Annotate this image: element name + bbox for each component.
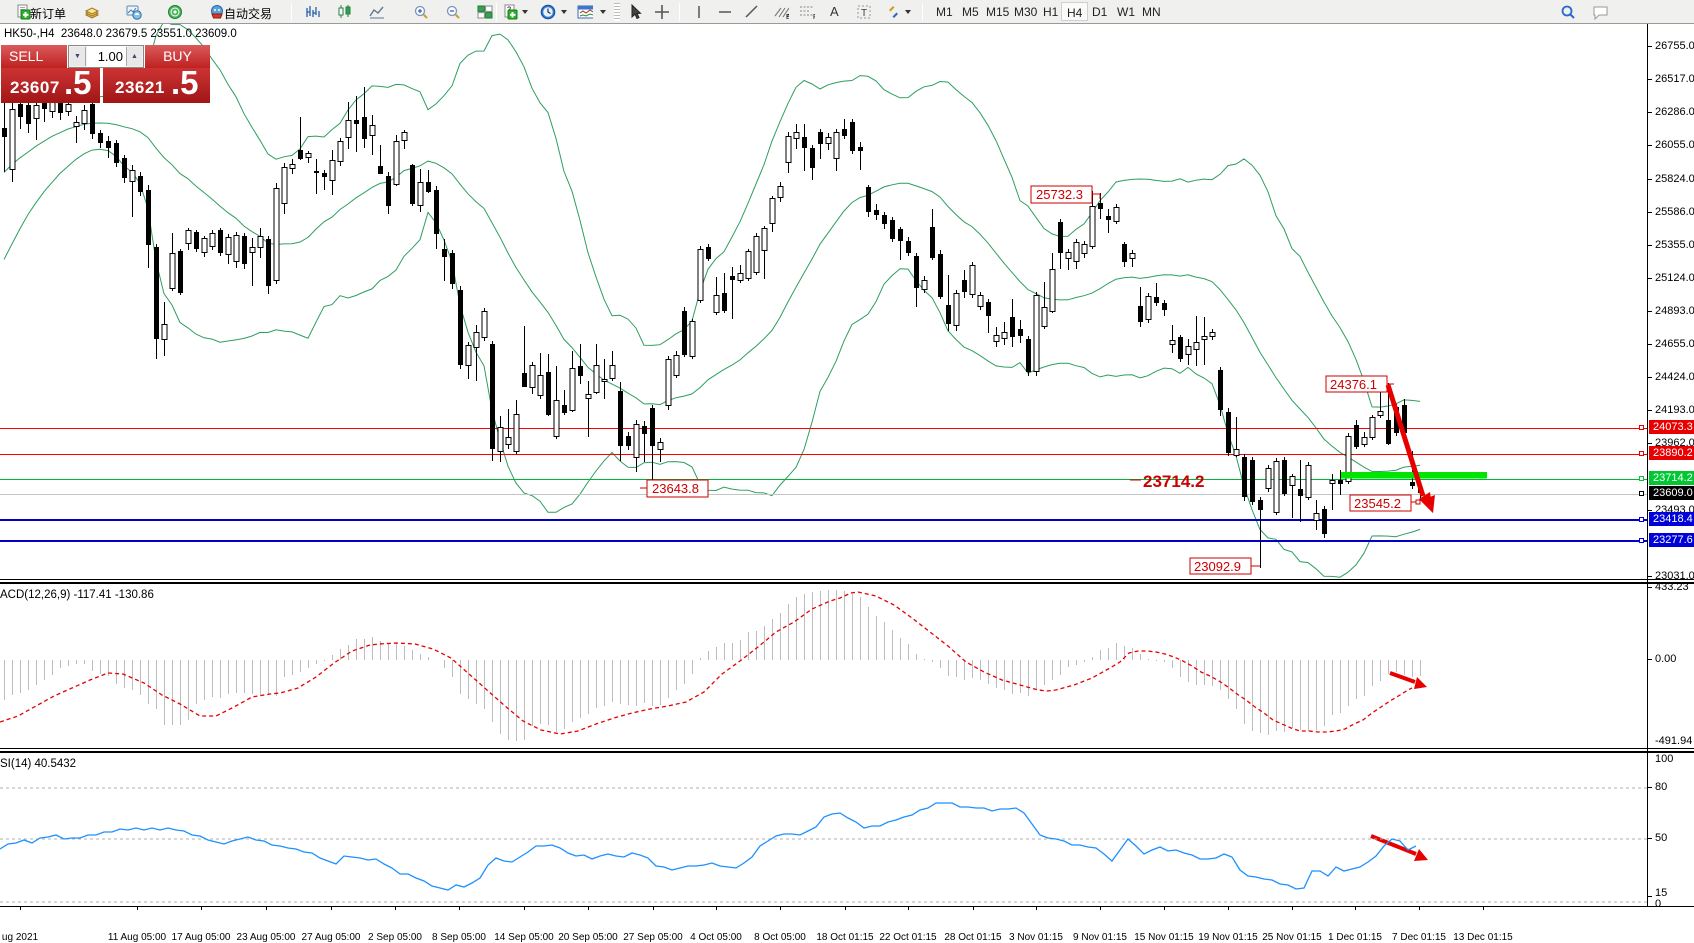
svg-text:25732.3: 25732.3 [1036, 187, 1083, 202]
svg-text:E: E [786, 14, 789, 20]
svg-text:T: T [861, 8, 867, 19]
svg-text:23545.2: 23545.2 [1354, 496, 1401, 511]
svg-text:23714.2: 23714.2 [1143, 472, 1204, 491]
svg-text:23643.8: 23643.8 [652, 481, 699, 496]
svg-text:23092.9: 23092.9 [1194, 559, 1241, 574]
svg-text:24376.1: 24376.1 [1330, 377, 1377, 392]
svg-text:F: F [813, 14, 815, 20]
